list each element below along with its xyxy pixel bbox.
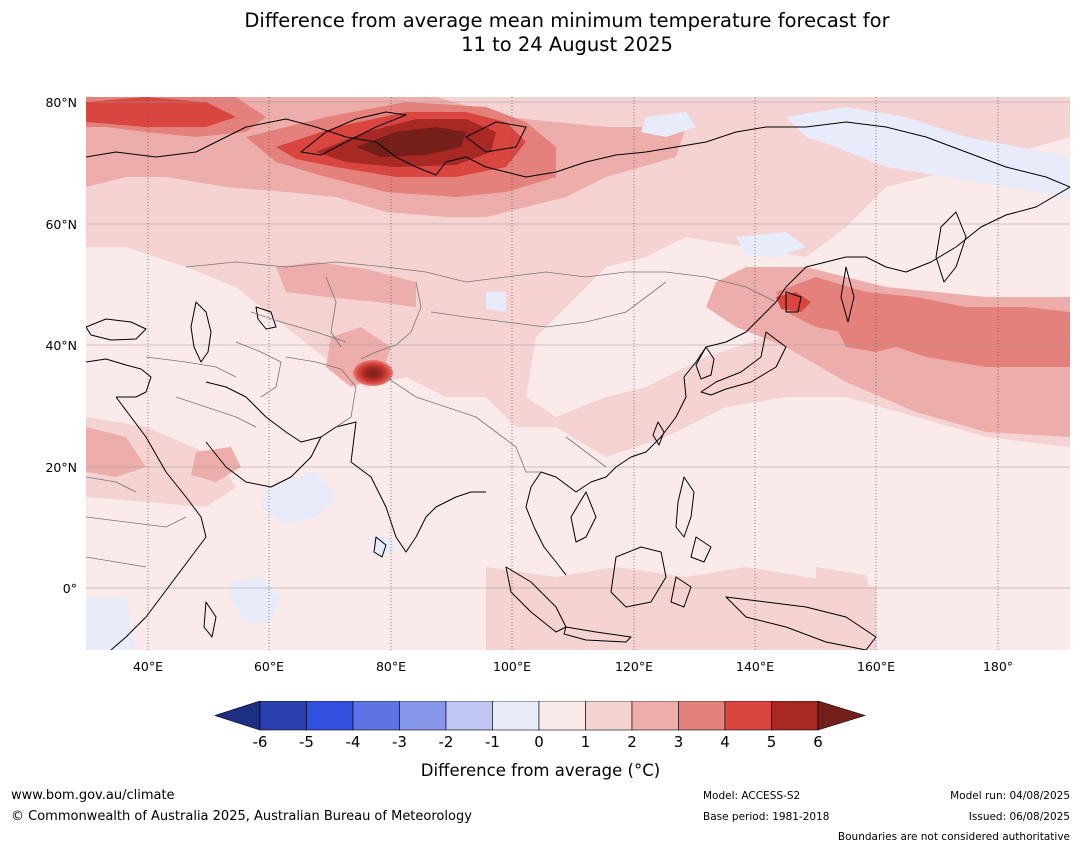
colorbar-tick-label: 1: [580, 733, 591, 751]
colorbar-tick-label: 5: [766, 733, 777, 751]
lon-label-60e: 60°E: [253, 659, 285, 674]
model-name: Model: ACCESS-S2: [703, 790, 801, 802]
base-period: Base period: 1981-2018: [703, 811, 830, 823]
lat-label-60n: 60°N: [45, 217, 77, 232]
copyright-text: © Commonwealth of Australia 2025, Austra…: [11, 809, 472, 824]
colorbar-swatch: [445, 701, 493, 731]
colorbar: [215, 701, 866, 731]
colorbar-tick-label: -2: [438, 733, 454, 751]
lat-label-0: 0°: [62, 581, 77, 596]
tibet-hotspot: [353, 360, 393, 386]
website-link[interactable]: www.bom.gov.au/climate: [11, 788, 175, 803]
lon-label-180: 180°: [982, 659, 1014, 674]
graticule-lon: [147, 97, 999, 650]
colorbar-tick-label: 0: [534, 733, 544, 751]
colorbar-swatch: [399, 701, 447, 731]
lon-label-160e: 160°E: [856, 659, 896, 674]
anomaly-band-5-6: [316, 119, 496, 167]
lat-label-20n: 20°N: [45, 460, 77, 475]
colorbar-swatch: [352, 701, 400, 731]
anomaly-band-neg1-0: [86, 107, 1070, 650]
colorbar-tick-label: 6: [813, 733, 823, 751]
lon-label-40e: 40°E: [132, 659, 164, 674]
colorbar-swatches: [215, 701, 866, 731]
colorbar-tick-label: -4: [345, 733, 361, 751]
lon-label-100e: 100°E: [492, 659, 532, 674]
title-line-2: 11 to 24 August 2025: [461, 33, 673, 56]
lon-label-140e: 140°E: [735, 659, 775, 674]
colorbar-tick-label: 3: [673, 733, 684, 751]
map-panel: [86, 97, 1070, 650]
lon-label-80e: 80°E: [375, 659, 407, 674]
colorbar-tick-label: -5: [299, 733, 314, 751]
colorbar-swatch: [724, 701, 772, 731]
coastlines: [86, 111, 1070, 650]
model-run-date: Model run: 04/08/2025: [950, 790, 1070, 802]
colorbar-label: Difference from average (°C): [420, 761, 661, 780]
lat-label-40n: 40°N: [45, 338, 77, 353]
map-title: Difference from average mean minimum tem…: [0, 9, 1081, 57]
colorbar-tick-label: 4: [720, 733, 730, 751]
colorbar-swatch-above: [817, 701, 866, 731]
issued-date: Issued: 06/08/2025: [968, 811, 1070, 823]
colorbar-swatch: [771, 701, 819, 731]
colorbar-swatch: [259, 701, 307, 731]
lat-label-80n: 80°N: [45, 95, 77, 110]
colorbar-swatch: [631, 701, 679, 731]
colorbar-swatch-below: [215, 701, 261, 731]
colorbar-swatch: [678, 701, 726, 731]
title-line-1: Difference from average mean minimum tem…: [244, 9, 890, 32]
anomaly-map: [86, 97, 1070, 650]
colorbar-swatch: [492, 701, 540, 731]
lon-label-120e: 120°E: [614, 659, 654, 674]
colorbar-tick-label: -3: [392, 733, 407, 751]
country-borders: [86, 261, 777, 568]
colorbar-swatch: [585, 701, 633, 731]
colorbar-tick-label: -1: [485, 733, 500, 751]
colorbar-swatch: [306, 701, 354, 731]
boundaries-disclaimer: Boundaries are not considered authoritat…: [837, 831, 1070, 843]
colorbar-swatch: [538, 701, 586, 731]
colorbar-tick-label: -6: [252, 733, 268, 751]
colorbar-tick-label: 2: [627, 733, 637, 751]
graticule-lat: [86, 101, 1070, 589]
